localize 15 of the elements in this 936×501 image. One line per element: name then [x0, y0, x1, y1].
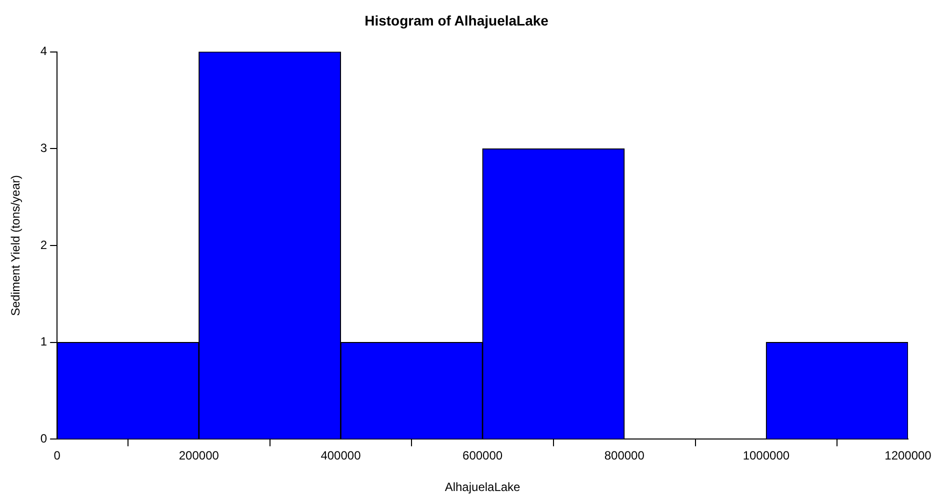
- y-tick-label: 4: [40, 44, 48, 58]
- x-tick-label: 200000: [178, 448, 220, 463]
- chart-title: Histogram of AlhajuelaLake: [364, 12, 549, 28]
- x-tick-label: 1000000: [742, 448, 790, 463]
- y-tick-label: 2: [40, 238, 48, 252]
- x-axis-title: AlhajuelaLake: [444, 480, 521, 494]
- x-tick-label: 800000: [604, 448, 645, 463]
- x-tick-label: 1200000: [884, 448, 932, 463]
- y-tick-label: 3: [40, 140, 48, 155]
- x-tick-label: 400000: [320, 448, 362, 463]
- x-tick-label: 0: [54, 448, 61, 463]
- x-tick-label: 600000: [462, 448, 503, 463]
- y-axis-title: Sediment Yield (tons/year): [8, 175, 23, 316]
- y-tick-label: 1: [40, 334, 48, 349]
- y-tick-label: 0: [40, 432, 48, 446]
